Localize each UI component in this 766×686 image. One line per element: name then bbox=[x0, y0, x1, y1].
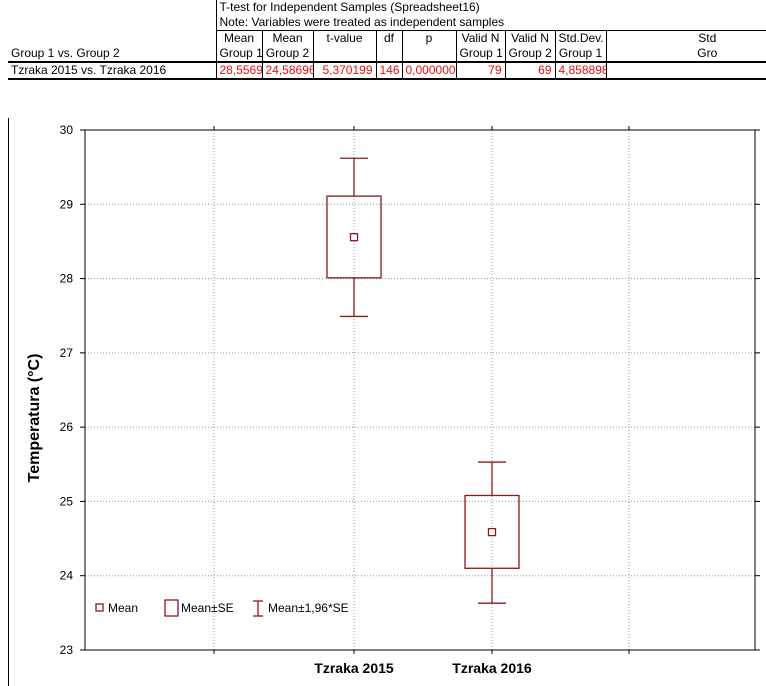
column-header-line1: df bbox=[375, 30, 402, 46]
table-cell[interactable]: 146 bbox=[375, 62, 402, 80]
column-header-line2: Group 1 bbox=[554, 46, 606, 63]
plot-area: 23 24 25 26 27 28 29 30 Tzraka 2015 Tzraka 2016 M… bbox=[8, 118, 766, 686]
table-cell[interactable]: 0,000000 bbox=[401, 62, 456, 80]
column-header-line2: Group 2 bbox=[504, 46, 555, 63]
column-header-line1: Std bbox=[605, 30, 766, 46]
table-cell[interactable]: 4,858898 bbox=[554, 62, 606, 80]
legend-se-label: Mean±SE bbox=[181, 601, 234, 615]
column-header-line2 bbox=[312, 46, 376, 63]
mean-marker bbox=[487, 527, 497, 537]
corner-cell bbox=[8, 0, 216, 15]
legend-ci-label: Mean±1,96*SE bbox=[268, 601, 349, 615]
plot-frame-border bbox=[84, 129, 756, 651]
legend-se-symbol bbox=[164, 599, 179, 617]
x-category-label: Tzraka 2016 bbox=[452, 660, 532, 676]
column-header-line2: Group 1 bbox=[215, 46, 262, 63]
row-label: Tzraka 2015 vs. Tzraka 2016 bbox=[8, 62, 216, 80]
column-header-line2: Group 1 bbox=[455, 46, 505, 63]
legend-mean-label: Mean bbox=[108, 601, 138, 615]
table-cell[interactable]: 4,0 bbox=[605, 62, 766, 80]
column-header-line2: Group 2 bbox=[261, 46, 313, 63]
column-header-line1: t-value bbox=[312, 30, 376, 46]
row-header: Group 1 vs. Group 2 bbox=[8, 46, 216, 63]
table-cell[interactable]: 28,55696 bbox=[215, 62, 262, 80]
table-title: T-test for Independent Samples (Spreadsh… bbox=[215, 0, 766, 15]
legend-mean-symbol bbox=[95, 603, 104, 612]
x-category-label: Tzraka 2015 bbox=[314, 660, 394, 676]
table-cell[interactable]: 69 bbox=[504, 62, 555, 80]
y-tick-label: 29 bbox=[60, 197, 74, 211]
y-axis-label: Temperatura (°C) bbox=[26, 354, 43, 483]
table-note: Note: Variables were treated as independ… bbox=[215, 15, 766, 31]
column-header-line2 bbox=[401, 46, 456, 63]
se-box bbox=[326, 195, 382, 279]
se-box bbox=[464, 494, 520, 569]
table-cell[interactable]: 5,370199 bbox=[312, 62, 376, 80]
table-cell[interactable]: 79 bbox=[455, 62, 505, 80]
column-header-line2 bbox=[375, 46, 402, 63]
results-spreadsheet: T-test for Independent Samples (Spreadsh… bbox=[8, 0, 766, 107]
column-header-line1: Mean bbox=[215, 30, 262, 46]
column-header-line1: Mean bbox=[261, 30, 313, 46]
y-tick-label: 25 bbox=[60, 494, 74, 508]
column-header-line1: Valid N bbox=[455, 30, 505, 46]
column-header-line2: Gro bbox=[605, 46, 766, 63]
y-tick-label: 30 bbox=[60, 123, 74, 137]
mean-se-plot: 23 24 25 26 27 28 29 30 Tzraka 2015 Tzraka 2016 M… bbox=[26, 123, 760, 676]
column-header-line1: Valid N bbox=[504, 30, 555, 46]
table-cell[interactable]: 24,58696 bbox=[261, 62, 313, 80]
y-tick-label: 28 bbox=[60, 272, 74, 286]
y-tick-label: 23 bbox=[60, 643, 74, 657]
y-tick-label: 27 bbox=[60, 346, 74, 360]
results-table: T-test for Independent Samples (Spreadsh… bbox=[8, 0, 766, 80]
mean-marker bbox=[349, 233, 359, 242]
y-tick-label: 24 bbox=[60, 569, 74, 583]
y-tick-label: 26 bbox=[60, 420, 74, 434]
column-header-line1: p bbox=[401, 30, 456, 46]
column-header-line1: Std.Dev. bbox=[554, 30, 606, 46]
